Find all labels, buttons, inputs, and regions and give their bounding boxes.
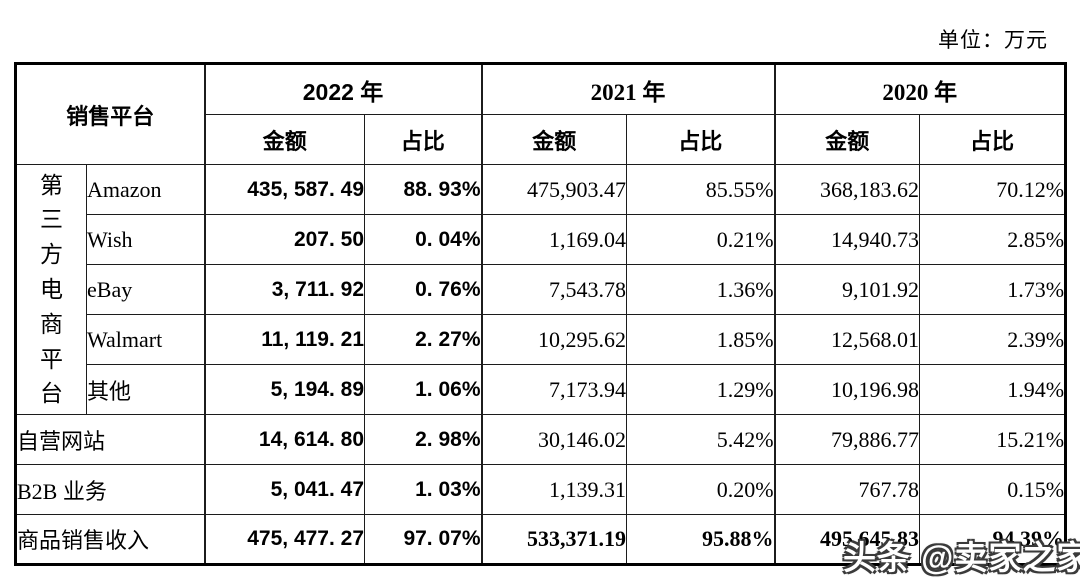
- table-row-total: 商品销售收入 475, 477. 27 97. 07% 533,371.19 9…: [14, 514, 1067, 565]
- self-site-2021-share: 5.42%: [626, 414, 776, 465]
- row-label-b2b: B2B 业务: [14, 464, 206, 515]
- walmart-2021-share: 1.85%: [626, 314, 776, 365]
- row-label-ebay: eBay: [85, 264, 206, 315]
- header-year-2021: 2021 年: [480, 63, 776, 115]
- amazon-2022-share: 88. 93%: [364, 164, 483, 215]
- walmart-2022-share: 2. 27%: [364, 314, 483, 365]
- others-2020-share: 1.94%: [919, 364, 1067, 415]
- self-site-2021-amount: 30,146.02: [480, 414, 628, 465]
- amazon-2020-amount: 368,183.62: [773, 164, 921, 215]
- others-2021-share: 1.29%: [626, 364, 776, 415]
- table-row-wish: Wish 207. 50 0. 04% 1,169.04 0.21% 14,94…: [16, 214, 1067, 265]
- header-year-2020: 2020 年: [773, 63, 1067, 115]
- row-label-wish: Wish: [85, 214, 206, 265]
- others-2021-amount: 7,173.94: [480, 364, 628, 415]
- wish-2022-amount: 207. 50: [203, 214, 366, 265]
- header-platform: 销售平台: [14, 63, 206, 165]
- header-2020-share: 占比: [919, 114, 1067, 165]
- wish-2021-share: 0.21%: [626, 214, 776, 265]
- table-row-amazon: 第 三 方 电 商 平 台 Amazon 435, 587. 49 88. 93…: [15, 164, 1067, 415]
- self-site-2022-amount: 14, 614. 80: [203, 414, 366, 465]
- row-label-amazon: Amazon: [85, 164, 206, 215]
- header-2021-amount: 金额: [480, 114, 628, 165]
- wish-2022-share: 0. 04%: [364, 214, 483, 265]
- table-row-self-site: 自营网站 14, 614. 80 2. 98% 30,146.02 5.42% …: [14, 414, 1067, 465]
- table-row-b2b: B2B 业务 5, 041. 47 1. 03% 1,139.31 0.20% …: [14, 464, 1067, 515]
- walmart-2020-amount: 12,568.01: [773, 314, 921, 365]
- ebay-2022-amount: 3, 711. 92: [203, 264, 366, 315]
- amazon-2020-share: 70.12%: [919, 164, 1067, 215]
- b2b-2020-share: 0.15%: [919, 464, 1067, 515]
- group-label-vertical-text: 第 三 方 电 商 平 台: [40, 172, 63, 407]
- ebay-2021-share: 1.36%: [626, 264, 776, 315]
- self-site-2020-share: 15.21%: [919, 414, 1067, 465]
- header-2021-share: 占比: [626, 114, 776, 165]
- total-2021-share: 95.88%: [626, 514, 776, 565]
- ebay-2020-share: 1.73%: [919, 264, 1067, 315]
- total-2020-share: 94.39%: [919, 514, 1067, 565]
- self-site-2022-share: 2. 98%: [364, 414, 483, 465]
- walmart-2021-amount: 10,295.62: [480, 314, 628, 365]
- row-label-others: 其他: [85, 364, 206, 415]
- row-label-total: 商品销售收入: [14, 514, 206, 565]
- amazon-2022-amount: 435, 587. 49: [203, 164, 366, 215]
- group-label-third-party: 第 三 方 电 商 平 台: [15, 164, 87, 415]
- row-label-self-site: 自营网站: [14, 414, 206, 465]
- amazon-2021-share: 85.55%: [626, 164, 776, 215]
- header-2020-amount: 金额: [773, 114, 921, 165]
- header-2022-share: 占比: [364, 114, 483, 165]
- sales-by-platform-table: 销售平台 2022 年 2021 年 2020 年 金额 占比 金额 占比 金额…: [14, 62, 1068, 566]
- ebay-2021-amount: 7,543.78: [480, 264, 628, 315]
- table-row-walmart: Walmart 11, 119. 21 2. 27% 10,295.62 1.8…: [16, 314, 1067, 365]
- b2b-2021-share: 0.20%: [626, 464, 776, 515]
- table-row-ebay: eBay 3, 711. 92 0. 76% 7,543.78 1.36% 9,…: [16, 264, 1067, 315]
- table-row-others: 其他 5, 194. 89 1. 06% 7,173.94 1.29% 10,1…: [16, 364, 1067, 415]
- total-2022-share: 97. 07%: [364, 514, 483, 565]
- ebay-2022-share: 0. 76%: [364, 264, 483, 315]
- self-site-2020-amount: 79,886.77: [773, 414, 921, 465]
- total-2022-amount: 475, 477. 27: [203, 514, 366, 565]
- header-row-years: 销售平台 2022 年 2021 年 2020 年: [14, 63, 1067, 165]
- b2b-2022-amount: 5, 041. 47: [203, 464, 366, 515]
- amazon-2021-amount: 475,903.47: [480, 164, 628, 215]
- others-2022-share: 1. 06%: [364, 364, 483, 415]
- b2b-2020-amount: 767.78: [773, 464, 921, 515]
- b2b-2021-amount: 1,139.31: [480, 464, 628, 515]
- walmart-2020-share: 2.39%: [919, 314, 1067, 365]
- walmart-2022-amount: 11, 119. 21: [203, 314, 366, 365]
- b2b-2022-share: 1. 03%: [364, 464, 483, 515]
- wish-2021-amount: 1,169.04: [480, 214, 628, 265]
- total-2021-amount: 533,371.19: [480, 514, 628, 565]
- others-2022-amount: 5, 194. 89: [203, 364, 366, 415]
- wish-2020-share: 2.85%: [919, 214, 1067, 265]
- header-2022-amount: 金额: [203, 114, 366, 165]
- others-2020-amount: 10,196.98: [773, 364, 921, 415]
- unit-label: 单位：万元: [938, 28, 1048, 52]
- wish-2020-amount: 14,940.73: [773, 214, 921, 265]
- row-label-walmart: Walmart: [85, 314, 206, 365]
- total-2020-amount: 495,645.83: [773, 514, 921, 565]
- ebay-2020-amount: 9,101.92: [773, 264, 921, 315]
- header-year-2022: 2022 年: [203, 63, 483, 115]
